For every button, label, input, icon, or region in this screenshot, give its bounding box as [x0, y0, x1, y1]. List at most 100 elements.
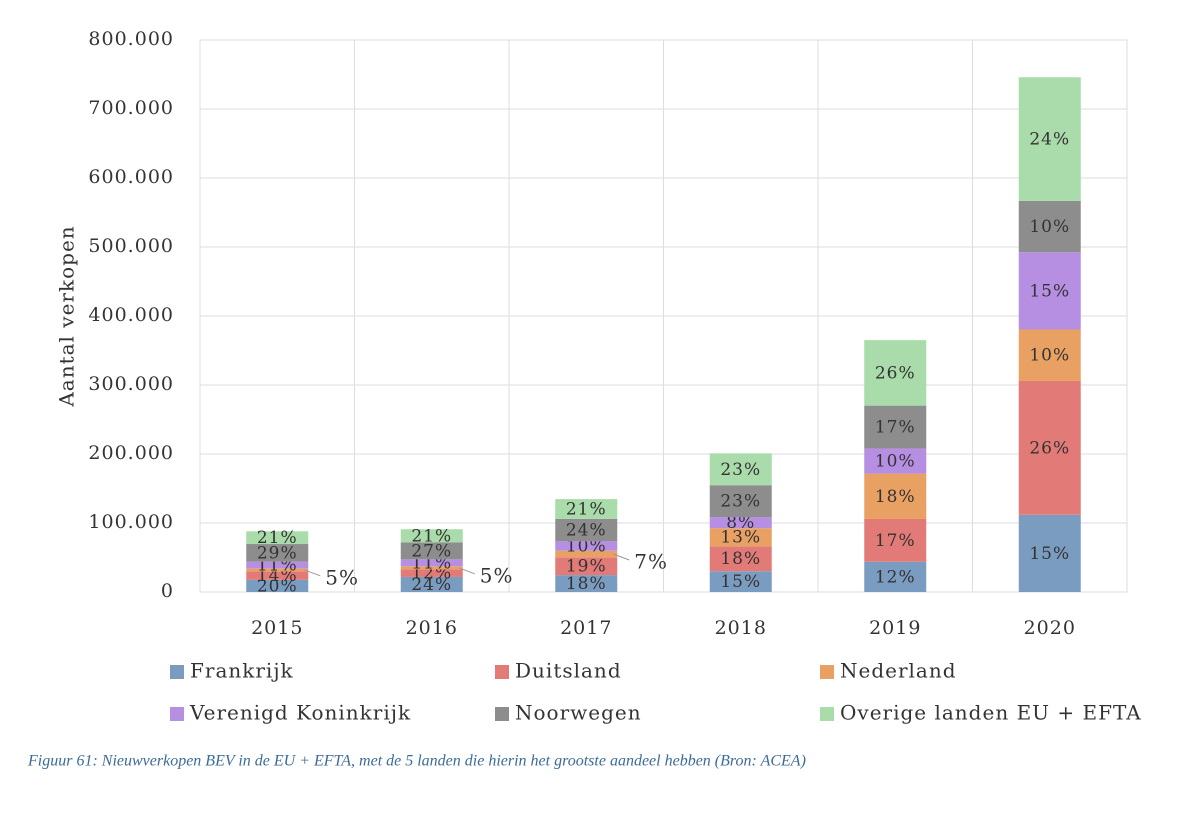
bar-segment — [246, 571, 309, 580]
bar-segment — [400, 569, 463, 577]
legend-label: Overige landen EU + EFTA — [840, 701, 1142, 725]
data-label: 23% — [720, 492, 761, 512]
bar-segment — [246, 544, 309, 562]
bar-segment — [555, 550, 618, 558]
data-label: 21% — [257, 528, 298, 548]
y-tick-label: 700.000 — [88, 97, 174, 119]
bar-segment — [709, 453, 772, 486]
data-label: 21% — [411, 526, 452, 546]
caption: Figuur 61: Nieuwverkopen BEV in de EU + … — [27, 753, 806, 770]
data-label: 29% — [257, 543, 298, 563]
data-label: 18% — [566, 574, 607, 594]
bar-segment — [709, 485, 772, 518]
bar-segment — [1018, 77, 1081, 201]
legend-swatch — [495, 665, 509, 679]
bar-segment — [864, 518, 927, 562]
bar-segment — [246, 531, 309, 545]
bar-segment — [1018, 200, 1081, 253]
leader-line — [304, 569, 321, 577]
legend-label: Duitsland — [515, 659, 622, 683]
y-tick-label: 200.000 — [88, 442, 174, 464]
y-axis-label: Aantal verkopen — [55, 225, 79, 407]
legend-swatch — [820, 707, 834, 721]
data-label: 5% — [480, 563, 514, 587]
data-label: 15% — [720, 572, 761, 592]
x-tick-label: 2017 — [560, 617, 612, 639]
x-tick-label: 2015 — [251, 617, 303, 639]
data-label: 10% — [1029, 346, 1070, 366]
leader-line — [613, 553, 630, 561]
data-label: 27% — [411, 541, 452, 561]
legend-label: Frankrijk — [190, 659, 294, 683]
legend-swatch — [820, 665, 834, 679]
bar-segment — [400, 529, 463, 543]
data-label: 17% — [875, 418, 916, 438]
bar-segment — [709, 517, 772, 529]
y-tick-label: 100.000 — [88, 511, 174, 533]
y-tick-label: 0 — [161, 580, 174, 602]
data-label: 15% — [1029, 544, 1070, 564]
bar-segment — [555, 557, 618, 576]
data-label: 7% — [634, 549, 668, 573]
bar-segment — [400, 559, 463, 567]
legend-label: Noorwegen — [515, 701, 642, 725]
data-label: 26% — [875, 363, 916, 383]
y-tick-label: 400.000 — [88, 304, 174, 326]
legend-label: Verenigd Koninkrijk — [189, 701, 411, 725]
bar-segment — [864, 405, 927, 449]
data-label: 8% — [726, 513, 755, 533]
data-label: 20% — [257, 576, 298, 596]
legend-swatch — [170, 707, 184, 721]
data-label: 19% — [566, 557, 607, 577]
bar-segment — [1018, 514, 1081, 592]
data-label: 17% — [875, 531, 916, 551]
data-label: 10% — [875, 452, 916, 472]
y-tick-label: 300.000 — [88, 373, 174, 395]
data-label: 10% — [1029, 217, 1070, 237]
data-label: 24% — [411, 575, 452, 595]
bar-segment — [864, 561, 927, 592]
data-label: 18% — [720, 549, 761, 569]
legend-label: Nederland — [840, 659, 957, 683]
bar-segment — [400, 566, 463, 570]
bar-segment — [1018, 329, 1081, 381]
bar-segment — [555, 499, 618, 519]
bar-segment — [246, 579, 309, 592]
bar-segment — [864, 473, 927, 519]
data-label: 12% — [875, 567, 916, 587]
bar-segment — [709, 528, 772, 547]
bar-segment — [709, 546, 772, 572]
x-tick-label: 2018 — [715, 617, 767, 639]
leader-line — [458, 567, 475, 575]
data-label: 26% — [1029, 438, 1070, 458]
x-tick-label: 2020 — [1024, 617, 1076, 639]
bar-segment — [246, 568, 309, 572]
legend-swatch — [170, 665, 184, 679]
x-tick-label: 2016 — [406, 617, 458, 639]
bar-segment — [555, 541, 618, 551]
bar-segment — [864, 340, 927, 406]
bar-segment — [400, 576, 463, 592]
data-label: 23% — [720, 460, 761, 480]
bar-segment — [864, 448, 927, 474]
data-label: 18% — [875, 487, 916, 507]
bar-segment — [400, 542, 463, 560]
data-label: 24% — [1029, 130, 1070, 150]
bar-segment — [1018, 380, 1081, 515]
data-label: 10% — [566, 537, 607, 557]
data-label: 24% — [566, 521, 607, 541]
bar-segment — [1018, 252, 1081, 330]
bar-segment — [555, 575, 618, 592]
data-label: 5% — [325, 565, 359, 589]
bar-segment — [555, 518, 618, 542]
bar-segment — [246, 561, 309, 569]
y-tick-label: 600.000 — [88, 166, 174, 188]
data-label: 21% — [566, 499, 607, 519]
y-tick-label: 500.000 — [88, 235, 174, 257]
bar-segment — [709, 571, 772, 592]
legend-swatch — [495, 707, 509, 721]
data-label: 15% — [1029, 281, 1070, 301]
x-tick-label: 2019 — [869, 617, 921, 639]
data-label: 13% — [720, 528, 761, 548]
